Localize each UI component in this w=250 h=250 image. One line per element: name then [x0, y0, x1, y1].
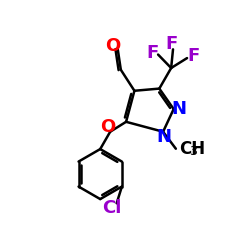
Text: N: N: [172, 100, 187, 117]
Text: F: F: [146, 44, 159, 62]
Text: Cl: Cl: [102, 199, 122, 217]
Text: 3: 3: [189, 145, 197, 158]
Text: O: O: [106, 37, 121, 55]
Text: O: O: [100, 118, 116, 136]
Text: F: F: [166, 35, 178, 53]
Text: CH: CH: [180, 140, 206, 158]
Text: F: F: [187, 46, 200, 64]
Text: N: N: [157, 128, 172, 146]
